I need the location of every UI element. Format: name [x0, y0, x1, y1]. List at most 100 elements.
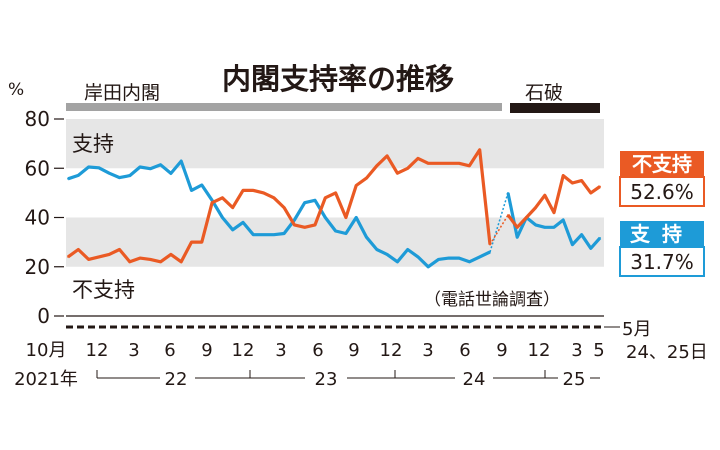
data-point-disapproval — [108, 253, 111, 256]
data-point-disapproval — [262, 192, 265, 194]
data-point-support — [170, 172, 172, 175]
era-bar-kishida — [66, 103, 502, 111]
data-point-support — [87, 166, 90, 168]
legend-value-disapproval: 52.6% — [630, 180, 694, 204]
data-point-support — [180, 160, 183, 163]
data-point-support — [221, 216, 224, 219]
y-tick-label: 80 — [25, 107, 50, 131]
data-point-support — [334, 230, 337, 232]
x-tick-label: 5 — [593, 340, 604, 361]
data-point-disapproval — [324, 196, 327, 199]
data-point-disapproval — [589, 192, 592, 194]
data-point-support — [324, 216, 327, 219]
data-point-disapproval — [118, 248, 121, 251]
x-tick-label: 9 — [348, 340, 359, 361]
y-unit-label: % — [8, 80, 24, 100]
data-point-support — [516, 236, 519, 239]
data-point-disapproval — [478, 148, 481, 151]
data-point-support — [190, 189, 193, 192]
data-point-disapproval — [87, 258, 90, 261]
data-point-disapproval — [293, 224, 296, 226]
data-point-support — [580, 233, 583, 236]
data-point-support — [396, 260, 399, 263]
era-bar-ishiba — [510, 103, 600, 113]
era-label-ishiba: 石破 — [525, 82, 563, 104]
x-year-label: 2021年 — [14, 369, 78, 390]
data-point-support — [252, 233, 255, 236]
data-point-disapproval — [562, 174, 565, 177]
series-line-disapproval-kishida — [67, 148, 492, 264]
data-point-support — [128, 174, 131, 177]
series-label-support: 支持 — [72, 132, 114, 156]
data-point-disapproval — [180, 260, 183, 263]
data-point-disapproval — [200, 241, 203, 244]
x-axis-year-labels: 2021年 22 23 24 25 — [14, 369, 600, 390]
data-point-support — [149, 167, 152, 170]
data-point-support — [468, 260, 471, 263]
x-tick-label: 9 — [201, 340, 212, 361]
data-point-support — [375, 248, 378, 251]
era-label-kishida: 岸田内閣 — [84, 82, 160, 104]
data-point-disapproval — [149, 258, 152, 261]
data-point-disapproval — [447, 162, 450, 165]
data-point-disapproval — [231, 206, 234, 209]
data-point-disapproval — [468, 164, 471, 167]
x-tick-label: 12 — [528, 340, 551, 361]
data-point-disapproval — [599, 185, 601, 188]
data-point-support — [437, 258, 440, 261]
data-point-support — [553, 226, 555, 229]
data-point-disapproval — [427, 162, 430, 165]
series-label-disapproval: 不支持 — [72, 278, 135, 302]
data-point-support — [98, 166, 100, 169]
data-point-disapproval — [98, 256, 100, 258]
data-point-support — [489, 251, 491, 253]
data-point-disapproval — [242, 189, 244, 192]
y-tick-label: 40 — [25, 206, 50, 230]
data-point-disapproval — [252, 189, 255, 192]
last-date-month: 5月 — [622, 319, 651, 340]
x-tick-label: 12 — [380, 340, 403, 361]
data-point-support — [345, 232, 347, 235]
data-point-disapproval — [303, 226, 306, 229]
data-point-support — [589, 247, 592, 250]
data-point-support — [406, 248, 409, 251]
data-point-disapproval — [543, 194, 546, 197]
data-point-disapproval — [314, 224, 316, 226]
data-point-support — [543, 226, 546, 229]
data-point-support — [159, 163, 162, 166]
y-tick-label: 20 — [25, 255, 50, 279]
data-point-support — [599, 237, 601, 239]
x-year-label: 25 — [563, 369, 586, 390]
data-point-support — [77, 174, 80, 177]
data-point-disapproval — [406, 167, 409, 170]
x-tick-label: 9 — [496, 340, 507, 361]
data-point-disapproval — [345, 216, 347, 219]
data-point-disapproval — [525, 216, 528, 219]
data-point-support — [273, 233, 275, 236]
data-point-disapproval — [516, 226, 519, 229]
data-point-disapproval — [489, 243, 491, 246]
data-point-support — [386, 253, 388, 256]
data-point-disapproval — [580, 179, 583, 182]
data-point-support — [118, 176, 121, 179]
data-point-disapproval — [437, 162, 440, 165]
grid-band-1 — [66, 119, 604, 169]
data-point-disapproval — [159, 260, 162, 263]
data-point-disapproval — [553, 211, 555, 214]
data-point-disapproval — [77, 248, 80, 251]
legend-value-support: 31.7% — [630, 250, 694, 274]
x-tick-label: 3 — [571, 340, 582, 361]
data-point-disapproval — [386, 155, 388, 157]
data-point-support — [562, 219, 565, 221]
legend-box-disapproval: 不支持 52.6% — [619, 151, 705, 207]
data-point-disapproval — [507, 214, 509, 216]
data-point-disapproval — [355, 184, 358, 187]
data-point-support — [283, 232, 285, 235]
data-point-support — [231, 228, 234, 231]
data-point-disapproval — [534, 206, 537, 209]
series-transition-disapproval — [489, 214, 509, 245]
data-point-disapproval — [396, 172, 399, 175]
x-year-label: 22 — [165, 369, 188, 390]
data-point-support — [478, 256, 481, 258]
